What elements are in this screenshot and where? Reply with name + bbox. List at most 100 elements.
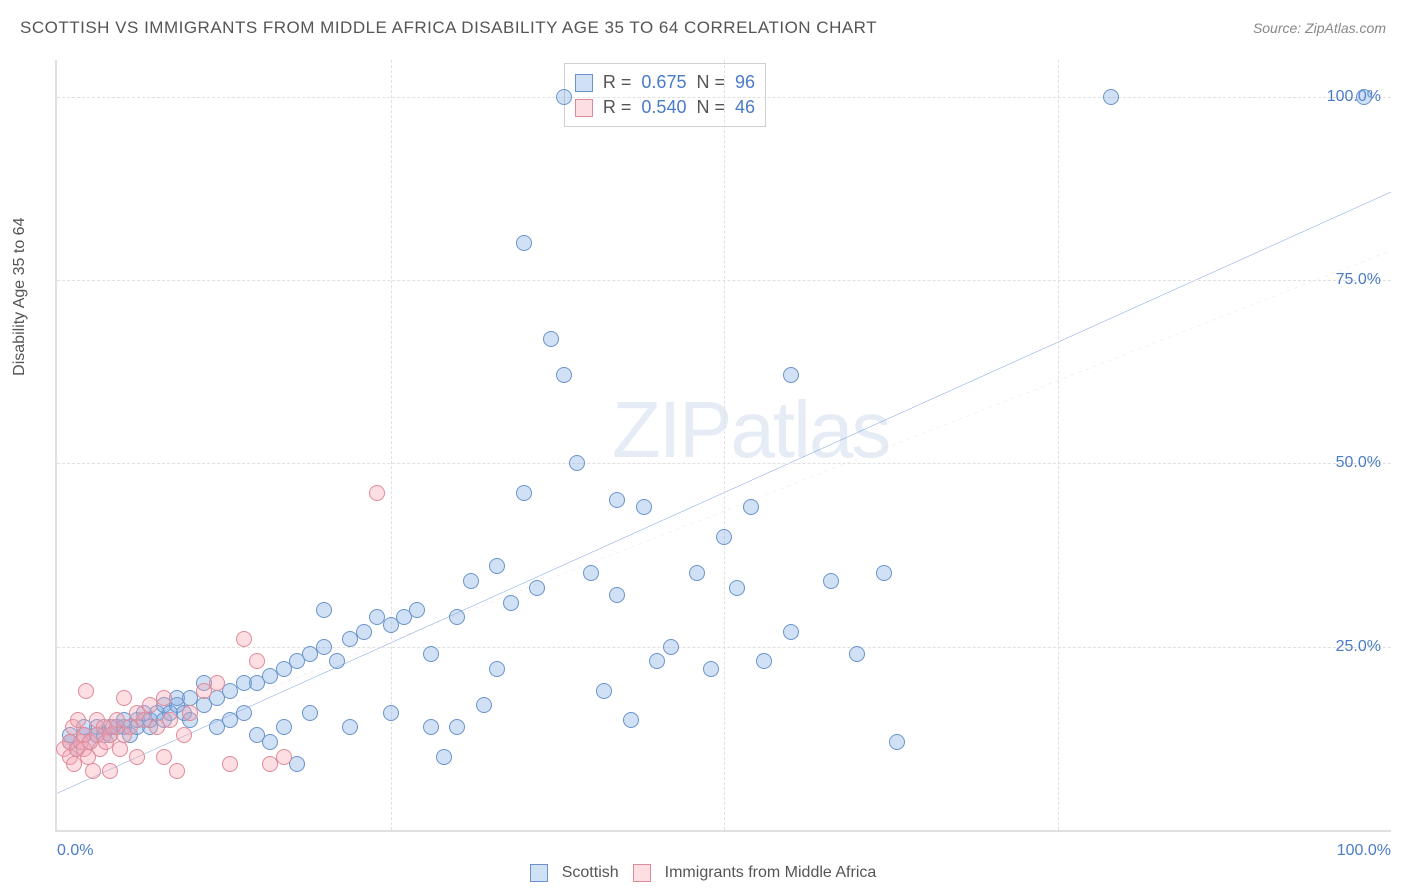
data-point xyxy=(783,367,799,383)
data-point xyxy=(823,573,839,589)
stats-box: R = 0.675 N = 96 R = 0.540 N = 46 xyxy=(564,63,766,127)
data-point xyxy=(516,485,532,501)
data-point xyxy=(276,719,292,735)
data-point xyxy=(423,646,439,662)
data-point xyxy=(569,455,585,471)
data-point xyxy=(156,690,172,706)
chart-header: SCOTTISH VS IMMIGRANTS FROM MIDDLE AFRIC… xyxy=(20,18,1386,38)
stats-n-label: N = xyxy=(696,72,725,93)
data-point xyxy=(556,367,572,383)
stats-swatch xyxy=(575,74,593,92)
data-point xyxy=(102,763,118,779)
x-tick-label: 100.0% xyxy=(1337,842,1391,860)
data-point xyxy=(503,595,519,611)
watermark-zip: ZIP xyxy=(612,385,730,474)
data-point xyxy=(169,763,185,779)
data-point xyxy=(78,683,94,699)
stats-r-value: 0.675 xyxy=(641,72,686,93)
data-point xyxy=(783,624,799,640)
watermark-atlas: atlas xyxy=(730,385,889,474)
stats-row: R = 0.675 N = 96 xyxy=(575,70,755,95)
plot-area: ZIPatlas R = 0.675 N = 96 R = 0.540 N = 46 25.0… xyxy=(55,60,1391,832)
data-point xyxy=(1103,89,1119,105)
y-tick-label: 25.0% xyxy=(1336,638,1381,656)
data-point xyxy=(129,749,145,765)
y-tick-label: 50.0% xyxy=(1336,454,1381,472)
data-point xyxy=(436,749,452,765)
data-point xyxy=(162,712,178,728)
data-point xyxy=(583,565,599,581)
data-point xyxy=(1356,89,1372,105)
data-point xyxy=(329,653,345,669)
data-point xyxy=(316,639,332,655)
data-point xyxy=(743,499,759,515)
data-point xyxy=(689,565,705,581)
data-point xyxy=(316,602,332,618)
data-point xyxy=(476,697,492,713)
data-point xyxy=(369,485,385,501)
data-point xyxy=(356,624,372,640)
stats-n-value: 96 xyxy=(735,72,755,93)
data-point xyxy=(849,646,865,662)
legend-label: Scottish xyxy=(562,864,619,882)
data-point xyxy=(249,653,265,669)
data-point xyxy=(342,719,358,735)
data-point xyxy=(222,756,238,772)
data-point xyxy=(649,653,665,669)
data-point xyxy=(70,712,86,728)
data-point xyxy=(756,653,772,669)
data-point xyxy=(876,565,892,581)
data-point xyxy=(302,705,318,721)
data-point xyxy=(112,741,128,757)
stats-r-value: 0.540 xyxy=(641,97,686,118)
data-point xyxy=(449,609,465,625)
data-point xyxy=(463,573,479,589)
data-point xyxy=(889,734,905,750)
data-point xyxy=(556,89,572,105)
data-point xyxy=(409,602,425,618)
data-point xyxy=(276,749,292,765)
data-point xyxy=(623,712,639,728)
data-point xyxy=(489,661,505,677)
watermark: ZIPatlas xyxy=(612,384,889,476)
data-point xyxy=(489,558,505,574)
data-point xyxy=(85,763,101,779)
data-point xyxy=(182,705,198,721)
chart-title: SCOTTISH VS IMMIGRANTS FROM MIDDLE AFRIC… xyxy=(20,18,877,38)
data-point xyxy=(729,580,745,596)
stats-swatch xyxy=(575,99,593,117)
data-point xyxy=(596,683,612,699)
data-point xyxy=(516,235,532,251)
y-axis-label: Disability Age 35 to 64 xyxy=(11,218,29,376)
y-tick-label: 100.0% xyxy=(1327,88,1381,106)
stats-r-label: R = xyxy=(603,72,632,93)
data-point xyxy=(529,580,545,596)
data-point xyxy=(716,529,732,545)
data-point xyxy=(423,719,439,735)
data-point xyxy=(156,749,172,765)
data-point xyxy=(703,661,719,677)
data-point xyxy=(236,705,252,721)
legend-swatch xyxy=(530,864,548,882)
data-point xyxy=(209,675,225,691)
data-point xyxy=(609,587,625,603)
x-tick-label: 0.0% xyxy=(57,842,93,860)
data-point xyxy=(543,331,559,347)
data-point xyxy=(609,492,625,508)
data-point xyxy=(449,719,465,735)
chart-container: Disability Age 35 to 64 ZIPatlas R =0.67… xyxy=(55,60,1391,832)
data-point xyxy=(116,690,132,706)
grid-line-v xyxy=(1058,60,1059,830)
stats-n-value: 46 xyxy=(735,97,755,118)
data-point xyxy=(262,734,278,750)
bottom-legend: ScottishImmigrants from Middle Africa xyxy=(0,864,1406,882)
data-point xyxy=(236,631,252,647)
data-point xyxy=(176,727,192,743)
stats-n-label: N = xyxy=(696,97,725,118)
source-attribution: Source: ZipAtlas.com xyxy=(1253,20,1386,36)
stats-r-label: R = xyxy=(603,97,632,118)
y-tick-label: 75.0% xyxy=(1336,271,1381,289)
stats-row: R = 0.540 N = 46 xyxy=(575,95,755,120)
grid-line-v xyxy=(724,60,725,830)
legend-swatch xyxy=(633,864,651,882)
